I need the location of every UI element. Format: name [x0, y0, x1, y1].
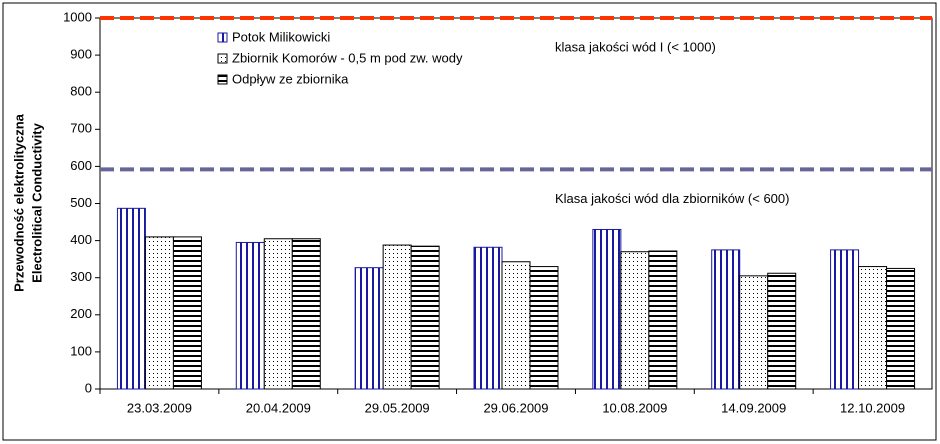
y-tick-label: 0 [85, 380, 92, 395]
bar [858, 266, 888, 390]
bar [116, 207, 146, 390]
y-tick-label: 900 [70, 47, 92, 62]
bar [501, 261, 531, 390]
bar [382, 244, 412, 390]
y-axis-label: Electrolitical Conductivity [29, 122, 44, 282]
legend-swatch [217, 53, 228, 64]
annotation: Klasa jakości wód dla zbiorników (< 600) [555, 191, 789, 206]
y-tick-label: 400 [70, 232, 92, 247]
y-tick-label: 600 [70, 158, 92, 173]
y-tick-label: 100 [70, 343, 92, 358]
bar [886, 267, 916, 390]
y-axis-label: Przewodność elektrolityczna [11, 113, 26, 291]
bar [410, 245, 440, 390]
bar [648, 250, 678, 390]
x-tick-label: 29.06.2009 [483, 400, 548, 415]
bar [354, 267, 384, 390]
bar [739, 275, 769, 390]
bar [592, 228, 622, 390]
y-tick-label: 500 [70, 195, 92, 210]
bar [620, 251, 650, 390]
bar [529, 266, 559, 390]
legend-label: Potok Milikowicki [232, 29, 330, 44]
x-tick-label: 14.09.2009 [721, 400, 786, 415]
x-tick-label: 23.03.2009 [127, 400, 192, 415]
bar [767, 272, 797, 390]
y-tick-label: 800 [70, 84, 92, 99]
y-tick-label: 200 [70, 306, 92, 321]
y-tick-label: 700 [70, 121, 92, 136]
y-tick-label: 1000 [63, 9, 92, 24]
bar [144, 236, 174, 390]
bar [473, 246, 503, 390]
bar [172, 236, 202, 390]
legend-swatch [217, 74, 228, 85]
bar [291, 238, 321, 390]
x-tick-label: 20.04.2009 [246, 400, 311, 415]
annotation: klasa jakości wód I (< 1000) [555, 39, 716, 54]
bar [830, 249, 860, 390]
bar [235, 241, 265, 390]
legend-swatch [217, 32, 228, 43]
x-tick-label: 12.10.2009 [840, 400, 905, 415]
legend-label: Zbiornik Komorów - 0,5 m pod zw. wody [232, 50, 463, 65]
y-tick-label: 300 [70, 269, 92, 284]
x-tick-label: 10.08.2009 [602, 400, 667, 415]
bar [263, 238, 293, 390]
x-tick-label: 29.05.2009 [365, 400, 430, 415]
legend-label: Odpływ ze zbiornika [232, 71, 349, 86]
bar [711, 249, 741, 390]
